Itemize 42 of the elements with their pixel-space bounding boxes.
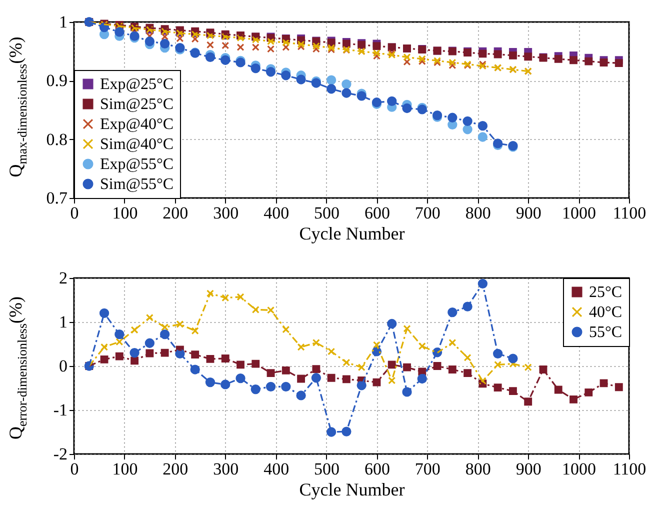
- x-tick-label: 400: [264, 460, 290, 478]
- x-tick-label: 200: [162, 460, 188, 478]
- y-tick-label: -1: [53, 400, 68, 420]
- y-tick-label: 1: [59, 12, 68, 32]
- y-tick-label: 0.9: [46, 71, 68, 90]
- x-tick-label: 100: [112, 460, 138, 478]
- x-tick-label: 500: [314, 204, 340, 222]
- y-tick-label: -2: [53, 444, 68, 464]
- x-tick-label: 1100: [612, 204, 646, 222]
- legend-label: Sim@40°C: [100, 136, 174, 153]
- y-tick-label: 0.8: [46, 130, 68, 149]
- y-tick-label: 0: [59, 356, 68, 376]
- x-tick-label: 800: [465, 460, 491, 478]
- x-tick-label: 700: [414, 204, 440, 222]
- x-tick-label: 1100: [612, 460, 646, 478]
- x-tick-label: 600: [364, 204, 390, 222]
- x-tick-label: 1000: [562, 460, 596, 478]
- legend-label: Exp@55°C: [100, 156, 174, 173]
- legend-label: Exp@25°C: [100, 76, 174, 93]
- x-tick-label: 500: [314, 460, 340, 478]
- x-tick-label: 400: [264, 204, 290, 222]
- legend-label: Exp@40°C: [100, 116, 174, 133]
- legend-label: Sim@25°C: [100, 96, 174, 113]
- y-tick-label: 1: [59, 312, 68, 332]
- x-tick-label: 100: [112, 204, 138, 222]
- x-tick-label: 1000: [562, 204, 596, 222]
- x-tick-label: 900: [516, 460, 542, 478]
- x-axis-title: Cycle Number: [299, 480, 405, 500]
- y-tick-label: 2: [59, 268, 68, 288]
- x-tick-label: 200: [162, 204, 188, 222]
- x-tick-label: 300: [213, 460, 239, 478]
- x-tick-label: 700: [414, 460, 440, 478]
- x-tick-label: 900: [516, 204, 542, 222]
- x-tick-label: 600: [364, 460, 390, 478]
- y-tick-label: 0.7: [46, 188, 68, 208]
- x-tick-label: 800: [465, 204, 491, 222]
- legend-label: 40°C: [589, 304, 622, 321]
- x-tick-label: 300: [213, 204, 239, 222]
- legend-label: 25°C: [589, 284, 622, 301]
- x-axis-title: Cycle Number: [299, 224, 405, 244]
- legend-label: Sim@55°C: [100, 176, 174, 193]
- legend-label: 55°C: [589, 324, 622, 341]
